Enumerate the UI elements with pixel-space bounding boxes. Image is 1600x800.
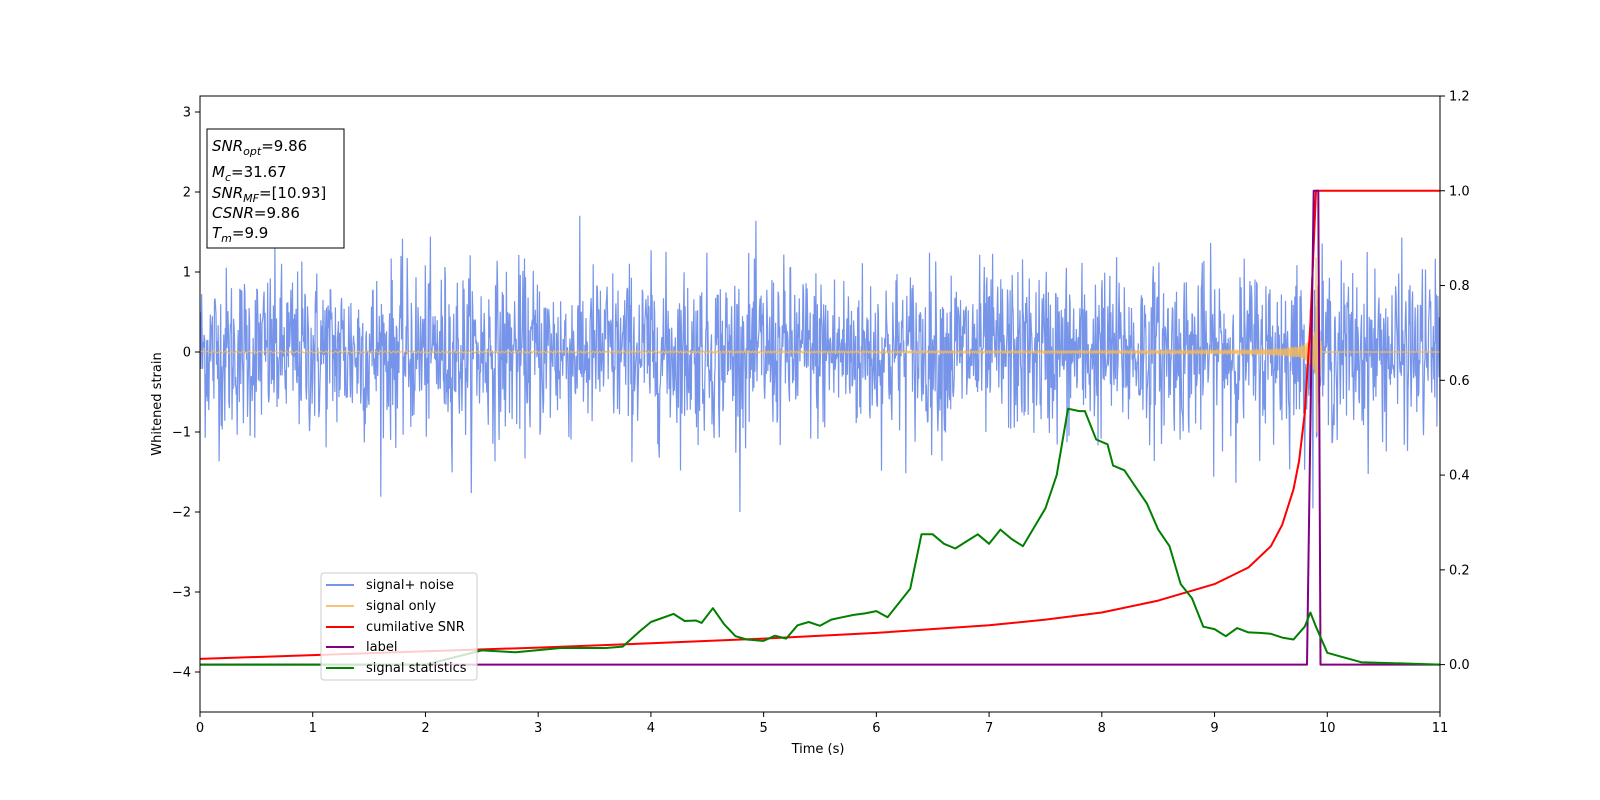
info-symbol: SNR bbox=[212, 184, 243, 202]
x-tick-label: 6 bbox=[872, 721, 880, 736]
x-tick-label: 11 bbox=[1432, 721, 1449, 736]
x-tick-label: 9 bbox=[1210, 721, 1218, 736]
x-tick-label: 4 bbox=[647, 721, 655, 736]
y-tick-label: 1 bbox=[183, 266, 191, 281]
info-value: =31.67 bbox=[231, 163, 287, 181]
x-tick-label: 7 bbox=[985, 721, 993, 736]
y-tick-label: −4 bbox=[172, 666, 191, 681]
x-tick-label: 10 bbox=[1319, 721, 1336, 736]
x-tick-label: 1 bbox=[309, 721, 317, 736]
info-symbol: T bbox=[212, 224, 223, 242]
info-box-line: SNRMF=[10.93] bbox=[212, 184, 326, 205]
legend-label: signal+ noise bbox=[366, 578, 454, 593]
legend: signal+ noise signal only cumilative SNR la… bbox=[320, 572, 478, 681]
right-y-tick-label: 0.6 bbox=[1449, 374, 1470, 389]
signal-statistics-line bbox=[200, 407, 1440, 666]
x-tick-label: 0 bbox=[196, 721, 204, 736]
signal-only-series bbox=[200, 257, 1440, 433]
legend-frame bbox=[320, 572, 478, 681]
info-box-lines: SNRopt=9.86Mc=31.67SNRMF=[10.93]CSNR=9.8… bbox=[212, 137, 326, 245]
right-y-tick-label: 0.4 bbox=[1449, 469, 1470, 484]
signal-noise-line bbox=[200, 215, 1440, 513]
info-symbol: SNR bbox=[212, 137, 243, 155]
y-tick-label: 0 bbox=[183, 346, 191, 361]
info-box-line: SNRopt=9.86 bbox=[212, 137, 307, 158]
y-tick-label: −3 bbox=[172, 586, 191, 601]
x-tick-label: 3 bbox=[534, 721, 542, 736]
right-y-tick-label: 0.0 bbox=[1449, 658, 1470, 673]
right-y-tick-label: 0.2 bbox=[1449, 563, 1470, 578]
signal-only-line bbox=[200, 257, 1440, 433]
legend-label: signal statistics bbox=[366, 661, 467, 676]
signal-noise-series bbox=[200, 215, 1440, 513]
info-box: SNRopt=9.86Mc=31.67SNRMF=[10.93]CSNR=9.8… bbox=[206, 128, 345, 249]
info-subscript: MF bbox=[243, 192, 259, 205]
right-y-tick-label: 1.0 bbox=[1449, 184, 1470, 199]
y-tick-label: 2 bbox=[183, 186, 191, 201]
y-tick-label: −1 bbox=[172, 426, 191, 441]
label-line bbox=[200, 189, 1440, 666]
info-value: =9.9 bbox=[232, 224, 268, 242]
info-box-line: Mc=31.67 bbox=[212, 163, 287, 184]
info-subscript: opt bbox=[243, 145, 262, 158]
plot-frame bbox=[199, 95, 1441, 713]
right-axis-series bbox=[200, 189, 1440, 666]
info-value: =9.86 bbox=[254, 204, 300, 222]
x-tick-label: 5 bbox=[759, 721, 767, 736]
x-tick-label: 2 bbox=[421, 721, 429, 736]
legend-items: signal+ noise signal only cumilative SNR la… bbox=[326, 578, 467, 676]
info-symbol: CSNR bbox=[212, 204, 254, 222]
legend-label: signal only bbox=[366, 599, 436, 614]
legend-label: cumilative SNR bbox=[366, 620, 465, 635]
y-tick-label: −2 bbox=[172, 506, 191, 521]
y-axis-label: Whitened strain bbox=[150, 352, 165, 455]
right-y-axis-ticks: 1.2 1.0 0.8 0.6 0.4 0.2 0.0 bbox=[1440, 90, 1470, 673]
right-y-tick-label: 0.8 bbox=[1449, 279, 1470, 294]
info-symbol: M bbox=[212, 163, 225, 181]
right-y-tick-label: 1.2 bbox=[1449, 90, 1470, 105]
info-value: =[10.93] bbox=[259, 184, 326, 202]
info-box-line: CSNR=9.86 bbox=[212, 204, 300, 222]
info-value: =9.86 bbox=[261, 137, 307, 155]
y-tick-label: 3 bbox=[183, 106, 191, 121]
x-axis-label: Time (s) bbox=[791, 742, 845, 757]
x-tick-label: 8 bbox=[1098, 721, 1106, 736]
info-box-frame bbox=[206, 128, 345, 249]
info-subscript: m bbox=[221, 232, 232, 245]
x-axis-ticks: 0 1 2 3 4 5 6 7 8 9 10 11 bbox=[196, 712, 1448, 736]
y-axis-ticks: 3 2 1 0 −1 −2 −3 −4 bbox=[172, 106, 200, 681]
info-box-line: Tm=9.9 bbox=[212, 224, 268, 245]
legend-label: label bbox=[366, 640, 397, 655]
info-subscript: c bbox=[225, 171, 231, 184]
